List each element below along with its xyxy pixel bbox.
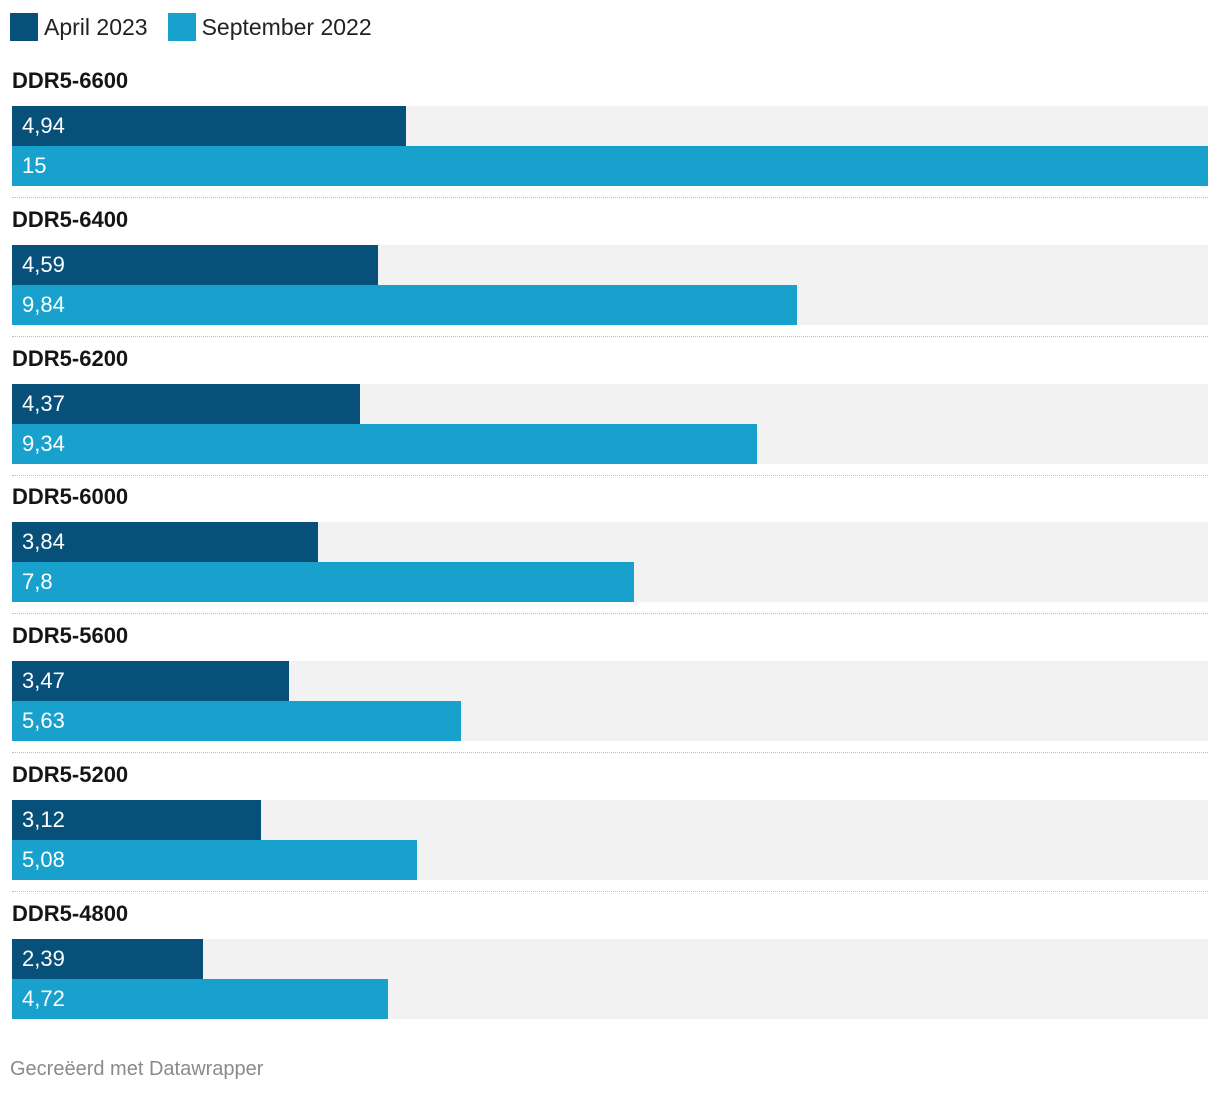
bar-track: 4,94 <box>12 106 1208 146</box>
bar-group-ddr5-5600: DDR5-5600 3,47 5,63 <box>12 623 1208 742</box>
bar-value-label: 9,84 <box>22 291 65 317</box>
bar-track: 9,84 <box>12 284 1208 325</box>
bar-track: 5,08 <box>12 840 1208 880</box>
bar-value-label: 3,47 <box>22 668 65 694</box>
bar-track: 3,12 <box>12 800 1208 840</box>
category-label: DDR5-5600 <box>12 623 129 649</box>
footer-credit: Gecreëerd met Datawrapper <box>10 1058 264 1080</box>
bar-value-label: 5,08 <box>22 847 65 872</box>
bar-track: 5,63 <box>12 701 1208 742</box>
bar-september-2022 <box>12 840 417 880</box>
legend-item-september-2022: September 2022 <box>167 13 372 41</box>
legend-label-september-2022: September 2022 <box>201 13 372 40</box>
category-label: DDR5-5200 <box>12 762 129 787</box>
legend-swatch-april-2023 <box>10 13 38 41</box>
bar-april-2023 <box>12 522 318 563</box>
legend-swatch-september-2022 <box>167 13 196 41</box>
bar-group-ddr5-6400: DDR5-6400 4,59 9,84 <box>12 207 1208 325</box>
category-label: DDR5-6400 <box>12 206 129 232</box>
bar-value-label: 15 <box>22 153 47 178</box>
group-separator <box>12 613 1208 615</box>
bar-value-label: 3,84 <box>22 529 65 555</box>
category-label: DDR5-4800 <box>12 900 129 926</box>
bar-track: 4,72 <box>12 978 1208 1019</box>
bar-value-label: 7,8 <box>22 569 53 595</box>
bar-group-ddr5-6000: DDR5-6000 3,84 7,8 <box>12 484 1208 603</box>
group-separator <box>12 891 1208 892</box>
bar-april-2023 <box>12 244 378 285</box>
bar-value-label: 4,37 <box>22 390 65 416</box>
bar-value-label: 3,12 <box>22 807 65 832</box>
bar-april-2023 <box>12 106 406 146</box>
bar-track: 7,8 <box>12 562 1208 603</box>
bar-value-label: 4,59 <box>22 251 65 277</box>
bar-april-2023 <box>12 661 289 702</box>
category-label: DDR5-6000 <box>12 484 129 510</box>
category-label: DDR5-6200 <box>12 345 129 371</box>
bar-group-ddr5-4800: DDR5-4800 2,39 4,72 <box>12 901 1208 1019</box>
bar-track: 9,34 <box>12 423 1208 464</box>
bar-value-label: 5,63 <box>22 708 65 734</box>
bar-value-label: 4,94 <box>22 113 65 138</box>
legend-item-april-2023: April 2023 <box>10 13 148 41</box>
group-separator <box>12 752 1208 754</box>
bar-track: 3,47 <box>12 661 1208 702</box>
bar-september-2022 <box>12 423 757 464</box>
bar-april-2023 <box>12 383 360 424</box>
bar-track: 3,84 <box>12 522 1208 563</box>
legend: April 2023 September 2022 <box>10 10 392 44</box>
bar-track: 15 <box>12 146 1208 186</box>
group-separator <box>12 335 1208 337</box>
bar-september-2022 <box>12 562 634 603</box>
bar-value-label: 9,34 <box>22 430 65 456</box>
bar-value-label: 2,39 <box>22 945 65 971</box>
bar-september-2022 <box>12 284 797 325</box>
bar-september-2022 <box>12 978 388 1019</box>
bar-group-ddr5-5200: DDR5-5200 3,12 5,08 <box>12 762 1208 880</box>
category-label: DDR5-6600 <box>12 68 129 93</box>
group-separator <box>12 474 1208 476</box>
bar-value-label: 4,72 <box>22 985 65 1011</box>
bar-track: 4,37 <box>12 383 1208 424</box>
bar-group-ddr5-6200: DDR5-6200 4,37 9,34 <box>12 346 1208 464</box>
bar-september-2022 <box>12 146 1208 186</box>
legend-label-april-2023: April 2023 <box>44 13 148 40</box>
bar-group-ddr5-6600: DDR5-6600 4,94 15 <box>12 68 1208 186</box>
bar-track: 4,59 <box>12 244 1208 285</box>
bar-september-2022 <box>12 701 461 742</box>
group-separator <box>12 197 1208 198</box>
bar-april-2023 <box>12 800 261 840</box>
bar-track: 2,39 <box>12 938 1208 979</box>
bar-april-2023 <box>12 938 203 979</box>
